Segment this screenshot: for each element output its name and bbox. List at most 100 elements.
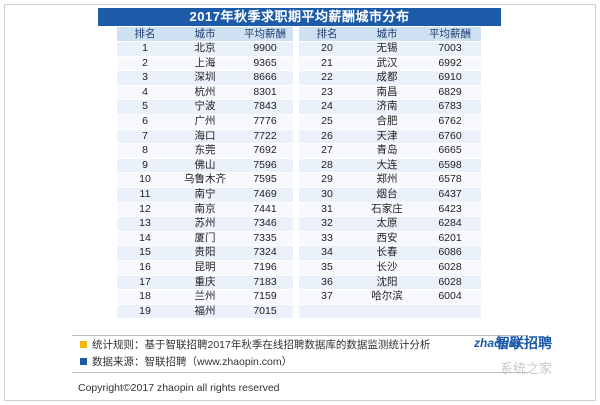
rank-cell: 16: [117, 260, 173, 276]
city-cell: 烟台: [355, 187, 419, 203]
table-header-row: 排名 城市 平均薪酬 排名 城市 平均薪酬: [117, 27, 481, 42]
table-row: 4 杭州 8301 23 南昌 6829: [117, 85, 481, 101]
rank-cell: 3: [117, 70, 173, 86]
zhaopin-logo-cn: 智联招聘: [496, 335, 552, 351]
city-cell: 合肥: [355, 114, 419, 130]
city-cell: 厦门: [173, 231, 237, 247]
rank-cell: 19: [117, 304, 173, 320]
city-cell: 大连: [355, 158, 419, 174]
rank-cell: 9: [117, 158, 173, 174]
rank-cell: 7: [117, 129, 173, 145]
rank-cell: 17: [117, 275, 173, 291]
salary-cell: 6760: [419, 129, 481, 145]
salary-cell: 7335: [237, 231, 293, 247]
rank-cell: 32: [299, 216, 355, 232]
city-cell: 佛山: [173, 158, 237, 174]
note-rule: 统计规则：基于智联招聘2017年秋季在线招聘数据库的数据监测统计分析: [80, 339, 430, 351]
zhaopin-logo-latin: zhaopin: [474, 336, 520, 350]
salary-cell: 6829: [419, 85, 481, 101]
column-gap: [293, 202, 299, 218]
rank-cell: 8: [117, 143, 173, 159]
salary-cell: 9900: [237, 41, 293, 57]
note-source-text: 数据来源：智联招聘（www.zhaopin.com）: [92, 356, 293, 368]
city-cell: 无锡: [355, 41, 419, 57]
rank-cell: 25: [299, 114, 355, 130]
rank-cell: 12: [117, 202, 173, 218]
note-source: 数据来源：智联招聘（www.zhaopin.com）: [80, 356, 292, 368]
rank-cell: 20: [299, 41, 355, 57]
city-cell: 沈阳: [355, 275, 419, 291]
table-body: 1 北京 9900 20 无锡 7003 2 上海 9365 21 武汉 6992 3 深圳 8666 22 成…: [117, 41, 481, 320]
column-gap: [293, 216, 299, 232]
city-cell: 北京: [173, 41, 237, 57]
salary-cell: 7595: [237, 172, 293, 188]
rank-cell: [299, 304, 355, 320]
column-gap: [293, 41, 299, 57]
watermark-text: 系统之家: [500, 361, 553, 376]
city-cell: 贵阳: [173, 245, 237, 261]
salary-cell: 7159: [237, 289, 293, 305]
city-cell: 长沙: [355, 260, 419, 276]
table-row: 8 东莞 7692 27 青岛 6665: [117, 143, 481, 159]
salary-cell: 6783: [419, 99, 481, 115]
salary-cell: 7441: [237, 202, 293, 218]
salary-cell: 7183: [237, 275, 293, 291]
city-cell: 宁波: [173, 99, 237, 115]
rank-cell: 1: [117, 41, 173, 57]
column-gap: [293, 70, 299, 86]
rank-cell: 37: [299, 289, 355, 305]
city-cell: 深圳: [173, 70, 237, 86]
table-row: 14 厦门 7335 33 西安 6201: [117, 231, 481, 247]
table-row: 12 南京 7441 31 石家庄 6423: [117, 202, 481, 218]
rank-cell: 18: [117, 289, 173, 305]
table-row: 18 兰州 7159 37 哈尔滨 6004: [117, 289, 481, 305]
column-gap: [293, 143, 299, 159]
table-row: 6 广州 7776 25 合肥 6762: [117, 114, 481, 130]
column-gap: [293, 56, 299, 72]
city-cell: 乌鲁木齐: [173, 172, 237, 188]
city-cell: 南京: [173, 202, 237, 218]
city-header: 城市: [355, 27, 419, 42]
rank-cell: 15: [117, 245, 173, 261]
yellow-square-icon: [80, 341, 87, 348]
table-row: 3 深圳 8666 22 成都 6910: [117, 70, 481, 86]
city-cell: 青岛: [355, 143, 419, 159]
city-cell: 海口: [173, 129, 237, 145]
column-gap: [293, 289, 299, 305]
column-gap: [293, 187, 299, 203]
table-row: 7 海口 7722 26 天津 6760: [117, 129, 481, 145]
blue-square-icon: [80, 358, 87, 365]
city-cell: [355, 304, 419, 320]
city-cell: 兰州: [173, 289, 237, 305]
salary-cell: 6004: [419, 289, 481, 305]
salary-cell: 7776: [237, 114, 293, 130]
rank-cell: 33: [299, 231, 355, 247]
table-row: 5 宁波 7843 24 济南 6783: [117, 99, 481, 115]
rank-cell: 11: [117, 187, 173, 203]
rank-cell: 28: [299, 158, 355, 174]
salary-cell: 6665: [419, 143, 481, 159]
salary-cell: [419, 304, 481, 320]
city-cell: 长春: [355, 245, 419, 261]
salary-cell: 7469: [237, 187, 293, 203]
city-cell: 太原: [355, 216, 419, 232]
salary-cell: 6910: [419, 70, 481, 86]
column-gap: [293, 27, 299, 42]
salary-cell: 7196: [237, 260, 293, 276]
note-rule-text: 统计规则：基于智联招聘2017年秋季在线招聘数据库的数据监测统计分析: [92, 339, 431, 351]
salary-cell: 6578: [419, 172, 481, 188]
copyright-text: Copyright©2017 zhaopin all rights reserv…: [78, 382, 280, 394]
salary-cell: 7003: [419, 41, 481, 57]
city-cell: 昆明: [173, 260, 237, 276]
salary-cell: 9365: [237, 56, 293, 72]
rank-cell: 29: [299, 172, 355, 188]
table-row: 1 北京 9900 20 无锡 7003: [117, 41, 481, 57]
salary-cell: 7346: [237, 216, 293, 232]
city-cell: 天津: [355, 129, 419, 145]
salary-cell: 6028: [419, 275, 481, 291]
table-row: 17 重庆 7183 36 沈阳 6028: [117, 275, 481, 291]
rank-cell: 5: [117, 99, 173, 115]
rank-cell: 24: [299, 99, 355, 115]
column-gap: [293, 231, 299, 247]
city-cell: 福州: [173, 304, 237, 320]
